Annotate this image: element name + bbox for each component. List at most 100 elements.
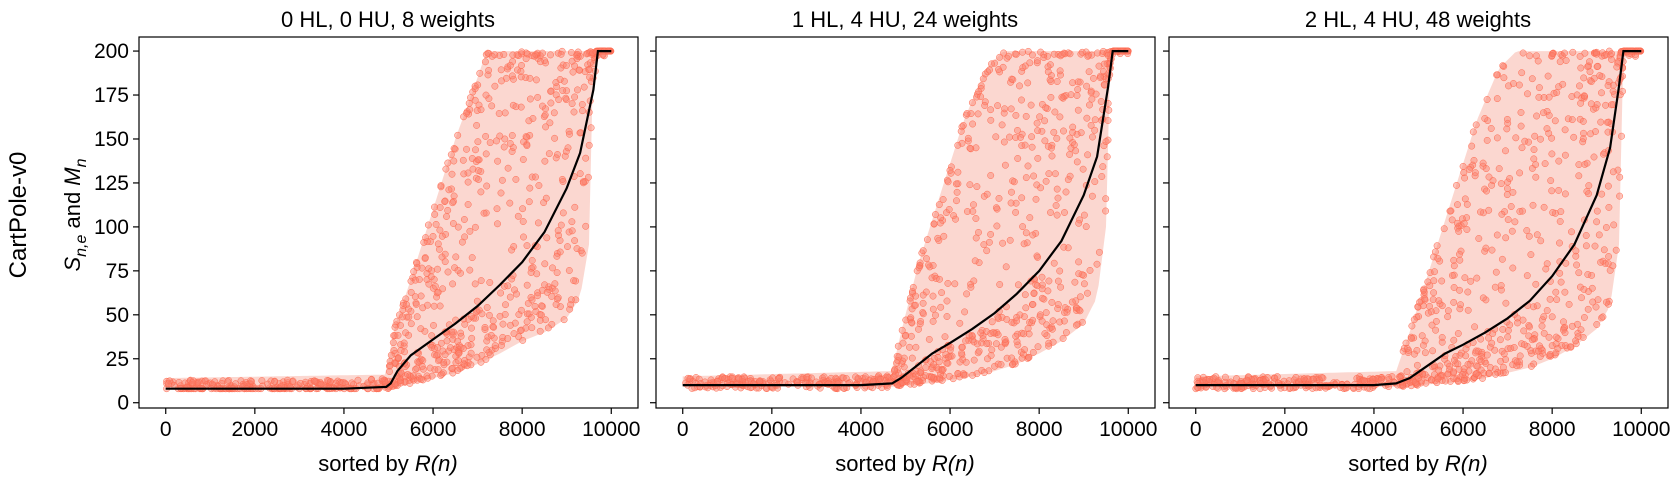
data-point xyxy=(1454,330,1462,337)
data-point xyxy=(435,245,443,253)
data-point xyxy=(517,326,525,334)
data-point xyxy=(1041,117,1049,125)
data-point xyxy=(1470,374,1478,382)
data-point xyxy=(405,331,413,339)
data-point xyxy=(1474,362,1482,370)
data-point xyxy=(1067,144,1075,152)
data-point xyxy=(1460,374,1468,382)
data-point xyxy=(585,141,593,149)
data-point xyxy=(1525,332,1533,340)
x-tick-label: 4000 xyxy=(321,418,368,441)
data-point xyxy=(1421,371,1429,379)
data-point xyxy=(987,106,995,114)
data-point xyxy=(1593,321,1601,328)
data-point xyxy=(987,230,995,238)
data-point xyxy=(1438,277,1446,285)
data-point xyxy=(1431,248,1439,256)
data-point xyxy=(932,211,939,218)
data-point xyxy=(1502,356,1510,363)
plot-frame xyxy=(655,36,1156,409)
data-point xyxy=(569,68,577,76)
data-point xyxy=(1008,354,1016,362)
data-point xyxy=(423,276,431,284)
data-point xyxy=(1454,201,1461,209)
data-point xyxy=(430,321,437,329)
data-point xyxy=(1509,264,1517,272)
data-point xyxy=(486,351,494,359)
data-point xyxy=(1561,151,1569,159)
data-point xyxy=(1526,323,1533,331)
data-point xyxy=(399,299,407,307)
data-point xyxy=(1416,298,1424,306)
data-point xyxy=(1543,107,1551,115)
data-point xyxy=(599,51,607,59)
data-point xyxy=(1572,252,1580,260)
data-point xyxy=(419,357,427,364)
data-point xyxy=(1500,74,1508,82)
data-point xyxy=(449,280,457,288)
data-point xyxy=(557,221,565,229)
data-point xyxy=(993,222,1001,230)
data-point xyxy=(1605,253,1613,260)
data-point xyxy=(1559,326,1567,334)
data-point xyxy=(427,273,435,281)
data-point xyxy=(1545,111,1553,119)
data-point xyxy=(1021,291,1029,299)
data-point xyxy=(529,115,537,122)
data-point xyxy=(446,344,454,352)
data-point xyxy=(1487,125,1495,132)
panel-title: 0 HL, 0 HU, 8 weights xyxy=(281,7,495,32)
data-point xyxy=(568,100,576,108)
data-point xyxy=(428,332,436,340)
data-point xyxy=(941,333,949,341)
data-point xyxy=(520,233,527,241)
data-point xyxy=(1566,343,1574,351)
data-point xyxy=(1053,78,1061,85)
data-point xyxy=(536,327,544,335)
data-point xyxy=(519,336,527,344)
data-point xyxy=(1446,207,1454,215)
data-point xyxy=(400,339,408,347)
x-axis-label: sorted by R(n) xyxy=(1348,451,1487,476)
data-point xyxy=(1084,52,1092,60)
data-point xyxy=(568,218,576,226)
data-point xyxy=(547,99,555,107)
data-point xyxy=(1528,336,1536,344)
data-point xyxy=(1036,313,1044,321)
data-point xyxy=(1075,258,1083,266)
data-point xyxy=(1553,296,1561,304)
data-point xyxy=(1569,48,1577,56)
data-point xyxy=(1430,289,1438,297)
data-point xyxy=(1587,78,1595,86)
data-point xyxy=(997,343,1005,351)
data-point xyxy=(517,103,525,111)
data-point xyxy=(981,98,989,106)
data-point xyxy=(574,48,582,56)
data-point xyxy=(587,124,595,132)
data-point xyxy=(1438,334,1446,341)
data-point xyxy=(1509,80,1517,87)
data-point xyxy=(195,378,203,386)
panel-title: 1 HL, 4 HU, 24 weights xyxy=(792,7,1018,32)
data-point xyxy=(1604,182,1612,190)
data-point xyxy=(1300,375,1308,383)
data-point xyxy=(1013,338,1021,346)
data-point xyxy=(1545,333,1553,341)
data-point xyxy=(1468,142,1476,150)
data-point xyxy=(522,55,530,63)
data-point xyxy=(1096,74,1104,82)
data-point xyxy=(1593,63,1601,71)
data-point xyxy=(397,379,405,387)
data-point xyxy=(519,156,527,163)
data-point xyxy=(1385,374,1392,381)
data-point xyxy=(492,344,499,352)
data-point xyxy=(461,320,469,328)
data-point xyxy=(1574,333,1582,341)
data-point xyxy=(972,234,980,242)
data-point xyxy=(1491,346,1499,354)
data-point xyxy=(991,362,999,370)
data-point xyxy=(1479,294,1487,302)
data-point xyxy=(1540,329,1548,337)
x-label-prefix: sorted by xyxy=(835,451,932,476)
data-point xyxy=(460,113,468,121)
